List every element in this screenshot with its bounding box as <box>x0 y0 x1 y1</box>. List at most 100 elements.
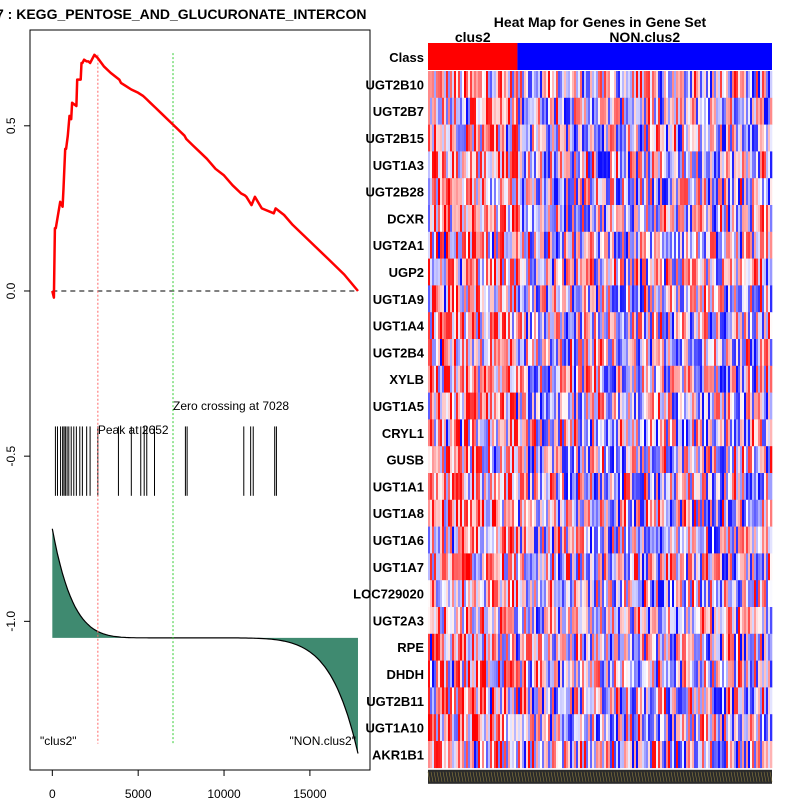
heatmap-cell <box>438 151 441 179</box>
heatmap-cell <box>740 258 743 286</box>
heatmap-cell <box>710 97 713 125</box>
heatmap-cell <box>442 258 445 286</box>
heatmap-cell <box>454 365 457 393</box>
heatmap-cell <box>450 446 453 474</box>
heatmap-cell <box>764 660 767 688</box>
heatmap-cell <box>690 633 693 661</box>
heatmap-cell <box>558 71 561 99</box>
heatmap-cell <box>454 205 457 233</box>
heatmap-cell <box>560 687 563 715</box>
heatmap-cell <box>682 446 685 474</box>
heatmap-cell <box>744 499 747 527</box>
heatmap-cell <box>684 178 687 206</box>
heatmap-cell <box>710 660 713 688</box>
heatmap-cell <box>462 553 465 581</box>
heatmap-cell <box>518 526 521 554</box>
heatmap-cell <box>464 151 467 179</box>
heatmap-cell <box>648 178 651 206</box>
heatmap-cell <box>720 339 723 367</box>
heatmap-cell <box>636 151 639 179</box>
heatmap-cell <box>552 365 555 393</box>
heatmap-cell <box>642 178 645 206</box>
heatmap-cell <box>572 741 575 769</box>
heatmap-cell <box>518 607 521 635</box>
heatmap-cell <box>548 607 551 635</box>
heatmap-cell <box>676 687 679 715</box>
heatmap-cell <box>510 71 513 99</box>
heatmap-cell <box>452 553 455 581</box>
heatmap-cell <box>654 687 657 715</box>
heatmap-cell <box>550 339 553 367</box>
heatmap-cell <box>536 633 539 661</box>
heatmap-cell <box>488 714 491 742</box>
heatmap-cell <box>570 741 573 769</box>
gene-labels: UGT2B10UGT2B7UGT2B15UGT1A3UGT2B28DCXRUGT… <box>353 77 425 762</box>
heatmap-cell <box>452 392 455 420</box>
heatmap-cell <box>696 419 699 447</box>
heatmap-cell <box>664 97 667 125</box>
heatmap-cell <box>560 660 563 688</box>
heatmap-cell <box>592 580 595 608</box>
heatmap-cell <box>466 687 469 715</box>
heatmap-cell <box>650 580 653 608</box>
heatmap-cell <box>654 365 657 393</box>
heatmap-cell <box>504 392 507 420</box>
heatmap-cell <box>594 231 597 259</box>
heatmap-cell <box>604 258 607 286</box>
heatmap-cell <box>430 339 433 367</box>
heatmap-cell <box>722 258 725 286</box>
heatmap-cell <box>738 553 741 581</box>
heatmap-cell <box>576 419 579 447</box>
heatmap-cell <box>496 499 499 527</box>
heatmap-cell <box>526 312 529 340</box>
heatmap-cell <box>704 312 707 340</box>
heatmap-cell <box>762 660 765 688</box>
heatmap-cell <box>496 71 499 99</box>
heatmap-cell <box>728 714 731 742</box>
class-label-non-clus2: NON.clus2 <box>609 29 680 45</box>
heatmap-cell <box>492 339 495 367</box>
heatmap-cell <box>712 607 715 635</box>
heatmap-cell <box>482 526 485 554</box>
heatmap-cell <box>516 580 519 608</box>
heatmap-cell <box>642 285 645 313</box>
heatmap-cell <box>730 687 733 715</box>
heatmap-cell <box>726 446 729 474</box>
heatmap-cell <box>686 473 689 501</box>
heatmap-cell <box>506 231 509 259</box>
heatmap-cell <box>596 312 599 340</box>
heatmap-cell <box>558 741 561 769</box>
heatmap-cell <box>642 553 645 581</box>
heatmap-cell <box>494 151 497 179</box>
heatmap-cell <box>566 365 569 393</box>
heatmap-cell <box>678 151 681 179</box>
heatmap-cell <box>482 205 485 233</box>
heatmap-cell <box>442 419 445 447</box>
column-tick <box>637 771 641 782</box>
heatmap-cell <box>604 607 607 635</box>
heatmap-cell <box>620 258 623 286</box>
heatmap-cell <box>616 339 619 367</box>
heatmap-cell <box>626 312 629 340</box>
heatmap-cell <box>440 419 443 447</box>
heatmap-cell <box>504 231 507 259</box>
heatmap-cell <box>624 419 627 447</box>
heatmap-cell <box>514 97 517 125</box>
heatmap-cell <box>640 526 643 554</box>
heatmap-cell <box>600 285 603 313</box>
heatmap-cell <box>768 607 771 635</box>
heatmap-cell <box>512 124 515 152</box>
heatmap-cell <box>686 365 689 393</box>
heatmap-cell <box>488 178 491 206</box>
heatmap-cell <box>652 499 655 527</box>
heatmap-cell <box>610 285 613 313</box>
heatmap-cell <box>530 365 533 393</box>
heatmap-cell <box>700 339 703 367</box>
heatmap-cell <box>706 687 709 715</box>
heatmap-cell <box>698 258 701 286</box>
heatmap-cell <box>668 392 671 420</box>
heatmap-cell <box>468 607 471 635</box>
heatmap-cell <box>578 258 581 286</box>
heatmap-cell <box>432 526 435 554</box>
heatmap-cell <box>582 687 585 715</box>
